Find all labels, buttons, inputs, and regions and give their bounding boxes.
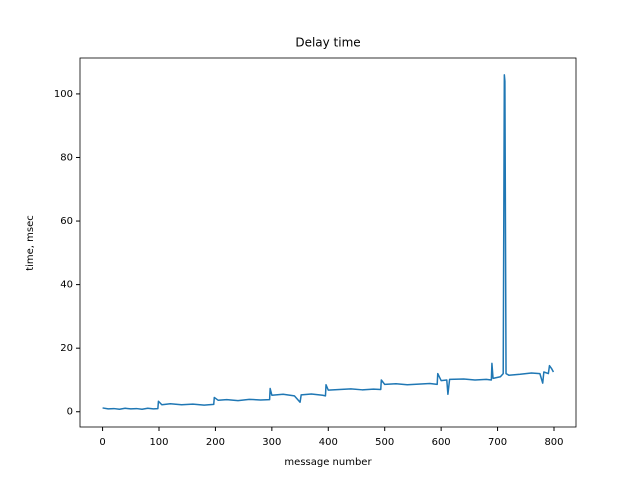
x-tick-label: 500 [375, 437, 394, 448]
x-tick-label: 100 [149, 437, 168, 448]
data-line [102, 74, 555, 410]
y-tick-label: 100 [54, 89, 73, 100]
y-axis-label: time, msec [25, 215, 36, 271]
chart-title: Delay time [295, 36, 360, 50]
x-tick-label: 300 [262, 437, 281, 448]
x-axis-label: message number [284, 457, 372, 468]
x-tick-label: 0 [99, 437, 105, 448]
plot-frame [79, 57, 577, 428]
y-tick-label: 60 [60, 216, 73, 227]
x-tick-label: 400 [319, 437, 338, 448]
y-tick-label: 20 [60, 343, 73, 354]
y-tick-label: 0 [67, 407, 73, 418]
x-tick-label: 200 [206, 437, 225, 448]
y-tick-label: 80 [60, 152, 73, 163]
x-tick-label: 600 [432, 437, 451, 448]
y-tick-label: 40 [60, 280, 73, 291]
x-tick-label: 700 [488, 437, 507, 448]
x-tick-label: 800 [544, 437, 563, 448]
